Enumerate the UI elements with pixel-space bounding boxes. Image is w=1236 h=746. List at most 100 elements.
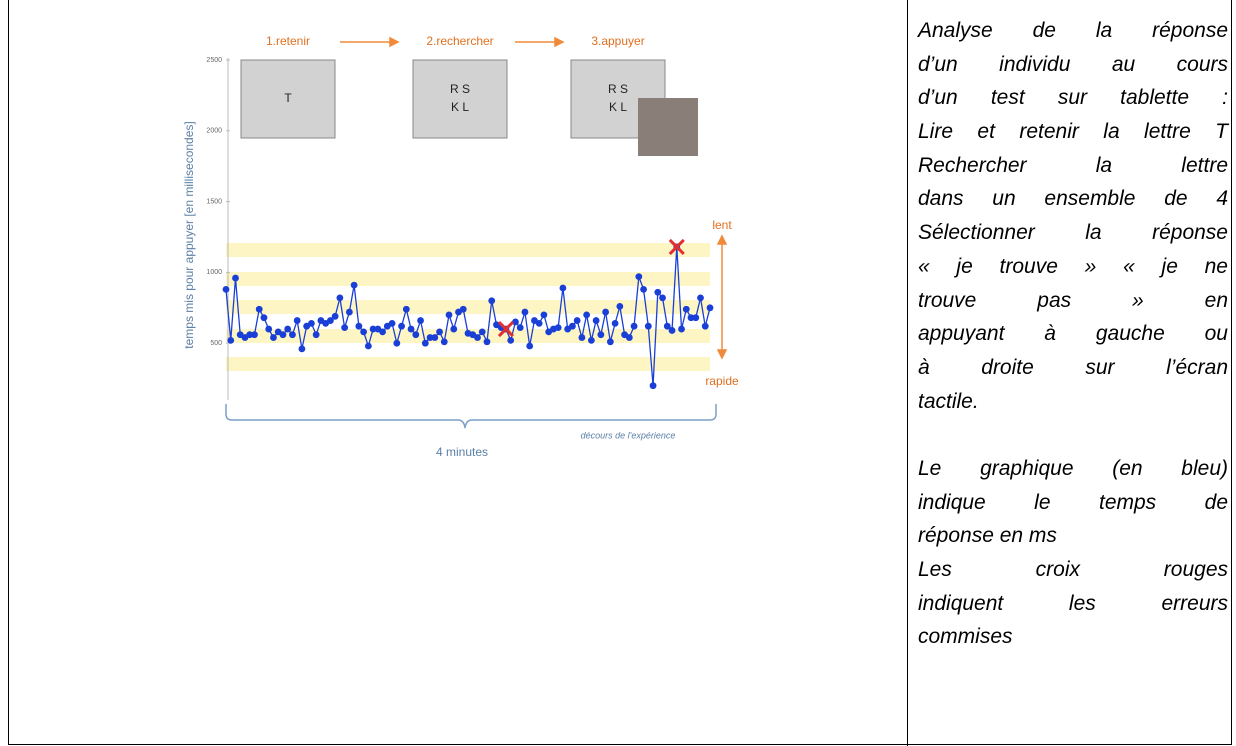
data-point — [578, 334, 585, 341]
data-point — [431, 334, 438, 341]
screen-letters: T — [284, 91, 292, 105]
data-point — [669, 327, 676, 334]
description-line: indique le temps de — [918, 486, 1228, 520]
data-point — [479, 328, 486, 335]
step-label: 2.rechercher — [426, 34, 493, 48]
description-line: Lire et retenir la lettre T — [918, 115, 1228, 149]
data-point — [541, 311, 548, 318]
data-point — [227, 337, 234, 344]
y-tick-label: 500 — [210, 340, 222, 347]
chart: temps mis pour appuyer [en millisecondes… — [0, 0, 900, 480]
data-point — [659, 294, 666, 301]
description-line: Le graphique (en bleu) — [918, 452, 1228, 486]
data-point — [299, 345, 306, 352]
fast-label: rapide — [705, 374, 739, 388]
data-point — [379, 328, 386, 335]
data-point — [526, 343, 533, 350]
data-point — [697, 294, 704, 301]
data-point — [256, 306, 263, 313]
data-point — [403, 306, 410, 313]
data-point — [412, 331, 419, 338]
data-point — [265, 326, 272, 333]
y-label: temps mis pour appuyer [en millisecondes… — [182, 121, 196, 348]
data-point — [583, 311, 590, 318]
step-label: 3.appuyer — [591, 34, 644, 48]
screen-letters: R S — [608, 82, 628, 96]
y-tick-label: 1000 — [206, 269, 222, 276]
data-point — [336, 294, 343, 301]
description-line: « je trouve » « je ne — [918, 250, 1228, 284]
data-point — [702, 323, 709, 330]
data-point — [355, 323, 362, 330]
description-line: appuyant à gauche ou — [918, 317, 1228, 351]
column-divider — [907, 0, 908, 746]
data-point — [450, 326, 457, 333]
paragraph-gap — [918, 418, 1228, 452]
data-point — [631, 323, 638, 330]
data-point — [417, 317, 424, 324]
duration-label: 4 minutes — [436, 445, 488, 459]
description-line: à droite sur l’écran — [918, 351, 1228, 385]
data-point — [308, 320, 315, 327]
data-point — [294, 317, 301, 324]
data-point — [270, 334, 277, 341]
data-point — [408, 326, 415, 333]
data-point — [602, 309, 609, 316]
description-line: Les croix rouges — [918, 553, 1228, 587]
data-point — [555, 324, 562, 331]
data-point — [588, 337, 595, 344]
data-point — [313, 331, 320, 338]
data-point — [597, 331, 604, 338]
data-point — [522, 309, 529, 316]
screen-letters: K L — [451, 100, 469, 114]
data-point — [635, 273, 642, 280]
data-point — [512, 319, 519, 326]
step-label: 1.retenir — [266, 34, 310, 48]
data-point — [446, 311, 453, 318]
data-point — [223, 286, 230, 293]
data-point — [612, 320, 619, 327]
photo — [638, 98, 698, 156]
data-point — [692, 314, 699, 321]
data-point — [422, 340, 429, 347]
description-line: dans un ensemble de 4 — [918, 182, 1228, 216]
data-point — [332, 313, 339, 320]
data-point — [616, 303, 623, 310]
description-line: d’un test sur tablette : — [918, 81, 1228, 115]
description-line: d’un individu au cours — [918, 48, 1228, 82]
data-point — [474, 334, 481, 341]
data-point — [678, 326, 685, 333]
description-line: Sélectionner la réponse — [918, 216, 1228, 250]
data-point — [640, 286, 647, 293]
data-point — [251, 331, 258, 338]
data-point — [341, 324, 348, 331]
data-point — [569, 323, 576, 330]
course-label: décours de l'expérience — [581, 430, 676, 440]
data-point — [484, 338, 491, 345]
data-point — [351, 282, 358, 289]
description-line: réponse en ms — [918, 519, 1228, 553]
description-line: Rechercher la lettre — [918, 149, 1228, 183]
data-point — [536, 320, 543, 327]
description-line: commises — [918, 620, 1228, 654]
slow-label: lent — [712, 218, 732, 232]
data-point — [645, 323, 652, 330]
brace — [226, 404, 716, 428]
data-point — [346, 309, 353, 316]
data-point — [626, 334, 633, 341]
data-point — [517, 324, 524, 331]
description-line: indiquent les erreurs — [918, 587, 1228, 621]
data-point — [398, 323, 405, 330]
description-line: tactile. — [918, 385, 1228, 419]
data-point — [261, 314, 268, 321]
data-point — [360, 328, 367, 335]
data-point — [488, 297, 495, 304]
data-point — [560, 285, 567, 292]
y-tick-label: 1500 — [206, 198, 222, 205]
y-tick-label: 2500 — [206, 57, 222, 64]
y-tick-label: 2000 — [206, 128, 222, 135]
screen — [413, 60, 507, 138]
data-point — [232, 275, 239, 282]
data-point — [574, 317, 581, 324]
